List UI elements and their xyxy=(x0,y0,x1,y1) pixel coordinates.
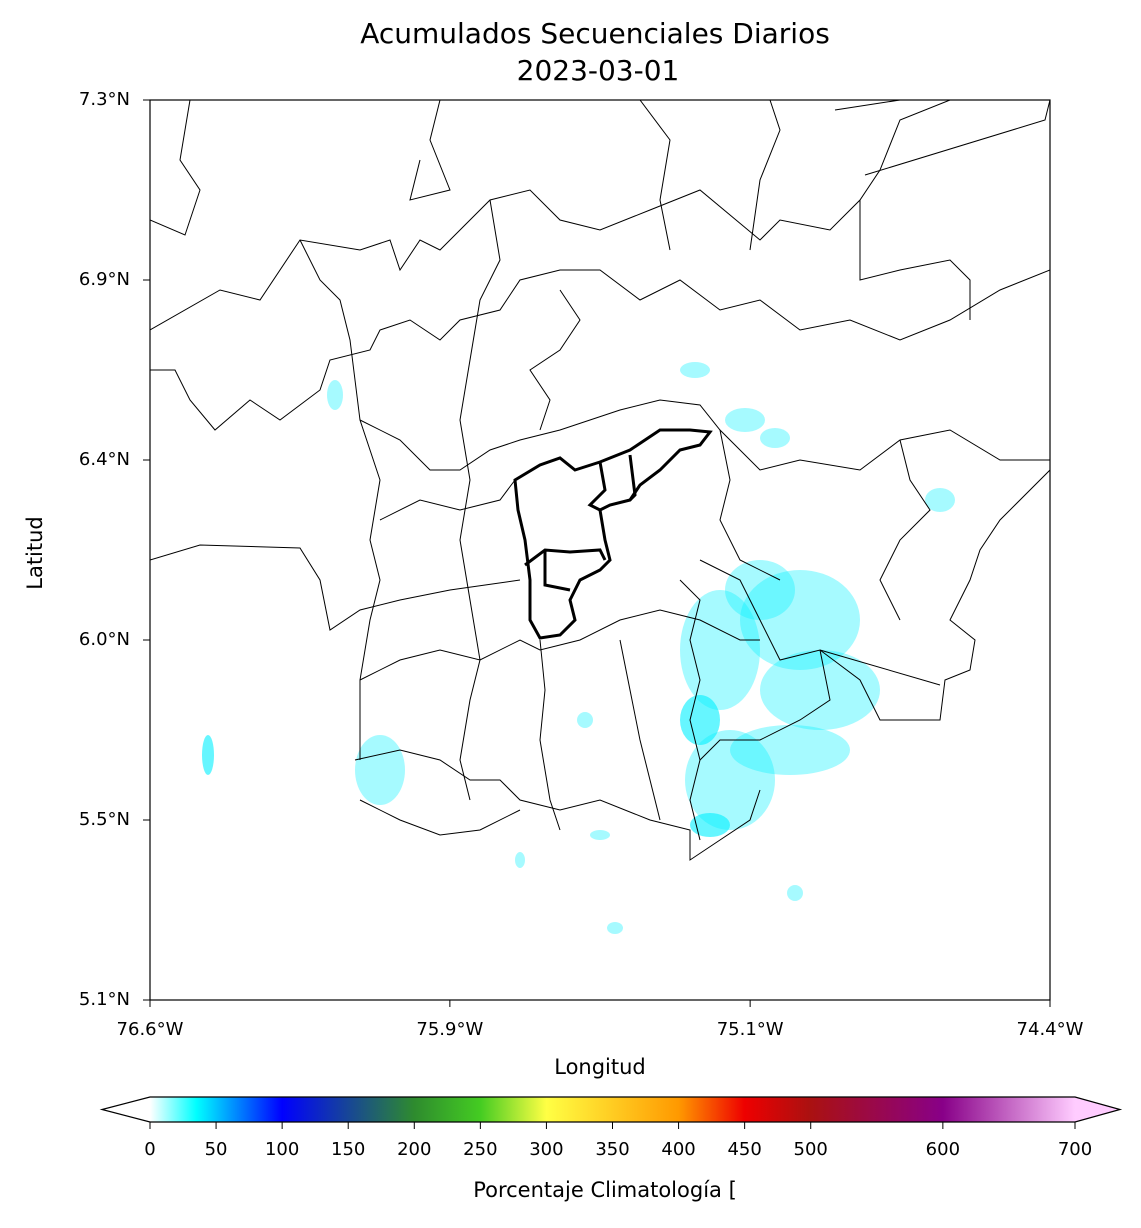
colorbar-tick-label: 700 xyxy=(1058,1139,1092,1160)
colorbar-extend-under xyxy=(102,1097,150,1122)
y-axis: 5.1°N 5.5°N 6.0°N 6.4°N 6.9°N 7.3°N xyxy=(79,89,150,1010)
title: Acumulados Secuenciales Diarios xyxy=(360,17,830,50)
x-axis: 76.6°W 75.9°W 75.1°W 74.4°W xyxy=(117,1000,1084,1040)
x-axis-label: Longitud xyxy=(554,1055,646,1079)
colorbar-tick-label: 500 xyxy=(794,1139,828,1160)
colorbar-label: Porcentaje Climatología [ xyxy=(473,1178,737,1202)
colorbar-gradient xyxy=(150,1097,1075,1122)
y-tick-label: 6.9°N xyxy=(79,269,130,290)
colorbar-tick-label: 100 xyxy=(265,1139,299,1160)
y-tick-label: 6.4°N xyxy=(79,449,130,470)
map-layer xyxy=(150,100,1050,934)
y-tick-label: 5.1°N xyxy=(79,989,130,1010)
rain-field xyxy=(202,362,955,934)
colorbar-tick-label: 250 xyxy=(463,1139,497,1160)
colorbar-tick-label: 300 xyxy=(529,1139,563,1160)
axes-frame xyxy=(149,99,1051,1001)
colorbar-tick-label: 600 xyxy=(926,1139,960,1160)
y-tick-label: 7.3°N xyxy=(79,89,130,110)
x-tick-label: 76.6°W xyxy=(117,1019,184,1040)
x-tick-label: 75.9°W xyxy=(416,1019,483,1040)
metro-outline xyxy=(513,428,713,640)
y-axis-label: Latitud xyxy=(23,516,47,590)
colorbar-tick-label: 450 xyxy=(727,1139,761,1160)
admin-borders xyxy=(150,100,1050,861)
colorbar-tick-label: 50 xyxy=(205,1139,228,1160)
x-tick-label: 75.1°W xyxy=(717,1019,784,1040)
colorbar-tick-label: 150 xyxy=(331,1139,365,1160)
y-tick-label: 6.0°N xyxy=(79,629,130,650)
colorbar-extend-over xyxy=(1075,1097,1120,1122)
y-tick-label: 5.5°N xyxy=(79,809,130,830)
colorbar-tick-label: 200 xyxy=(397,1139,431,1160)
colorbar: 0 50 100 150 200 250 300 350 400 450 500 600 700 xyxy=(99,1096,1123,1160)
colorbar-tick-label: 0 xyxy=(144,1139,155,1160)
subtitle: 2023-03-01 xyxy=(517,54,680,87)
colorbar-tick-label: 400 xyxy=(661,1139,695,1160)
colorbar-tick-label: 350 xyxy=(595,1139,629,1160)
x-tick-label: 74.4°W xyxy=(1017,1019,1084,1040)
